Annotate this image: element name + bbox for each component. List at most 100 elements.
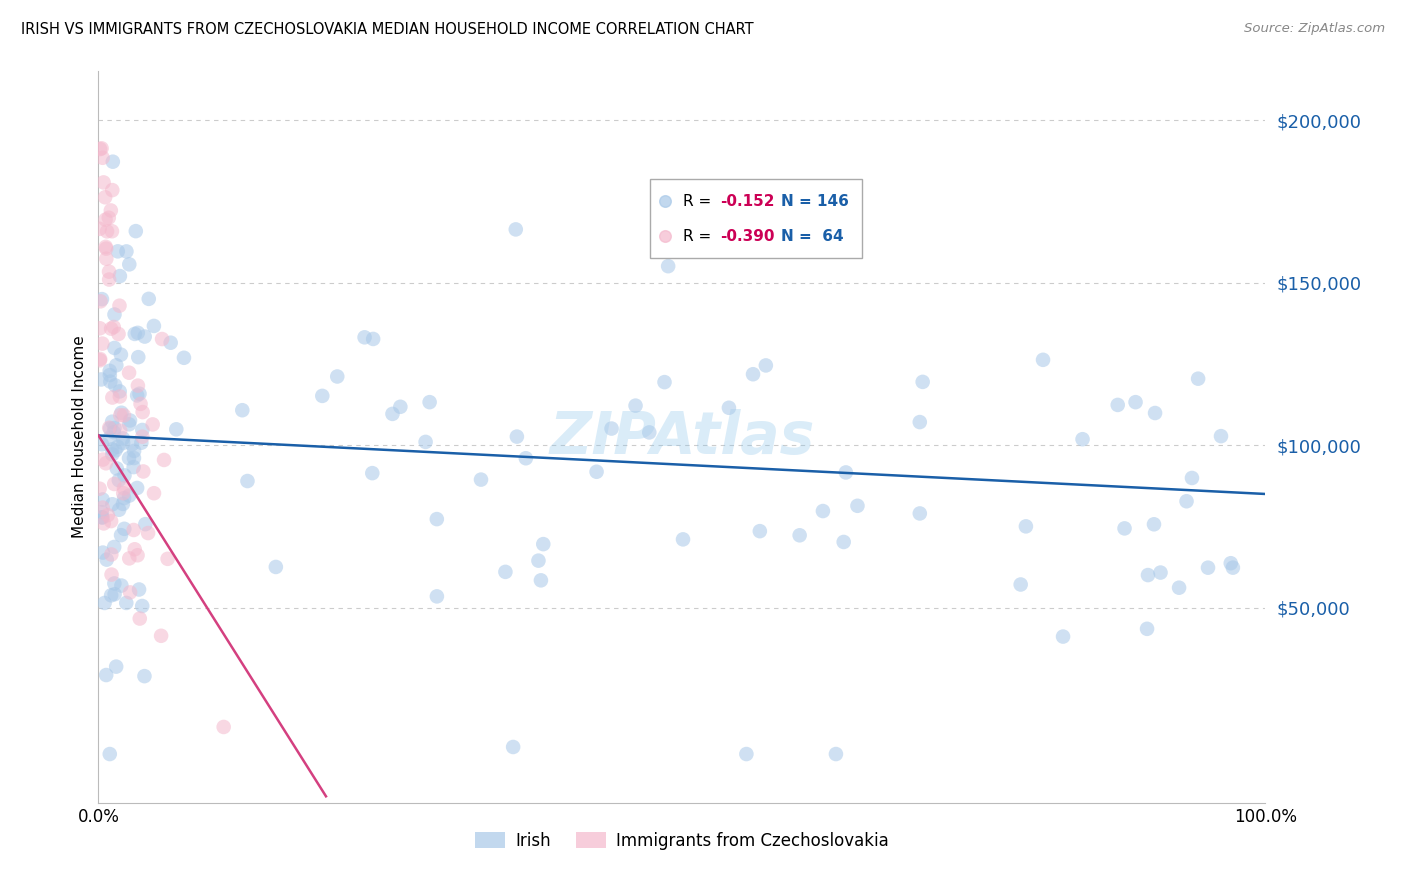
Point xyxy=(1144,406,1167,420)
Point xyxy=(118,366,141,380)
Point xyxy=(138,292,160,306)
Point xyxy=(127,388,149,402)
Point xyxy=(908,415,931,429)
Point xyxy=(110,409,132,423)
Point xyxy=(91,151,114,165)
Point xyxy=(103,308,125,322)
Point xyxy=(96,224,118,238)
Point xyxy=(470,473,492,487)
Text: IRISH VS IMMIGRANTS FROM CZECHOSLOVAKIA MEDIAN HOUSEHOLD INCOME CORRELATION CHAR: IRISH VS IMMIGRANTS FROM CZECHOSLOVAKIA … xyxy=(21,22,754,37)
Text: R =: R = xyxy=(683,194,716,209)
Point xyxy=(111,497,134,511)
Point xyxy=(108,268,131,283)
Point xyxy=(717,401,740,415)
Point xyxy=(94,190,117,204)
Point xyxy=(100,588,122,602)
Text: Source: ZipAtlas.com: Source: ZipAtlas.com xyxy=(1244,22,1385,36)
Point xyxy=(115,244,138,259)
Point xyxy=(110,348,132,362)
Point xyxy=(1052,630,1074,644)
Point xyxy=(122,460,145,475)
Point xyxy=(89,294,111,309)
Point xyxy=(101,183,124,197)
Point xyxy=(131,435,153,450)
Point xyxy=(110,406,132,420)
Point xyxy=(755,359,778,373)
Point xyxy=(104,378,127,392)
Point xyxy=(100,548,122,562)
Point xyxy=(98,431,121,445)
Point xyxy=(811,504,834,518)
Point xyxy=(156,552,179,566)
Point xyxy=(93,176,115,190)
Point xyxy=(143,486,166,500)
Point xyxy=(127,350,149,364)
Legend: Irish, Immigrants from Czechoslovakia: Irish, Immigrants from Czechoslovakia xyxy=(468,825,896,856)
Point xyxy=(1168,581,1191,595)
Point xyxy=(103,540,125,554)
Point xyxy=(89,482,111,496)
Point xyxy=(91,336,114,351)
Point xyxy=(108,424,131,438)
Text: -0.152: -0.152 xyxy=(720,194,775,209)
Point xyxy=(131,405,153,419)
Point xyxy=(91,545,114,559)
Point xyxy=(128,611,150,625)
Point xyxy=(103,576,125,591)
Point xyxy=(104,587,127,601)
Point xyxy=(128,582,150,597)
Point xyxy=(173,351,195,365)
Point xyxy=(361,466,384,480)
Point xyxy=(108,299,131,313)
Point xyxy=(118,489,141,503)
Point xyxy=(97,211,120,225)
Point xyxy=(107,244,129,259)
Point xyxy=(90,510,112,524)
Point xyxy=(100,203,122,218)
Point xyxy=(98,421,121,435)
Point xyxy=(1149,566,1171,580)
Point xyxy=(96,668,118,682)
Point xyxy=(93,596,115,610)
Point xyxy=(114,468,136,483)
Point xyxy=(585,465,607,479)
Point xyxy=(112,491,135,505)
Point xyxy=(105,659,128,673)
Point xyxy=(742,368,765,382)
Point xyxy=(101,154,124,169)
Point xyxy=(104,443,127,458)
Point xyxy=(94,212,117,227)
Point xyxy=(124,326,146,341)
Point xyxy=(120,585,142,599)
Point xyxy=(89,321,111,335)
Point xyxy=(789,528,811,542)
Point xyxy=(1071,432,1094,446)
Point xyxy=(96,242,118,256)
Point xyxy=(1015,519,1038,533)
Point xyxy=(311,389,333,403)
Point xyxy=(108,389,131,403)
Point xyxy=(1107,398,1129,412)
Point xyxy=(1136,622,1159,636)
Point xyxy=(91,492,114,507)
Point xyxy=(115,596,138,610)
Point xyxy=(502,739,524,754)
Point xyxy=(150,629,173,643)
Point xyxy=(96,552,118,566)
Point xyxy=(96,252,118,266)
Point xyxy=(530,574,553,588)
Point xyxy=(91,437,114,451)
Point xyxy=(159,335,181,350)
Point xyxy=(101,442,124,457)
Point xyxy=(103,320,125,334)
Point xyxy=(506,429,529,443)
Point xyxy=(101,224,124,238)
Point xyxy=(134,669,156,683)
FancyBboxPatch shape xyxy=(650,179,862,258)
Point xyxy=(103,425,125,440)
Point xyxy=(101,447,124,461)
Point xyxy=(1197,560,1219,574)
Point xyxy=(1114,521,1136,535)
Point xyxy=(748,524,770,538)
Text: R =: R = xyxy=(683,228,716,244)
